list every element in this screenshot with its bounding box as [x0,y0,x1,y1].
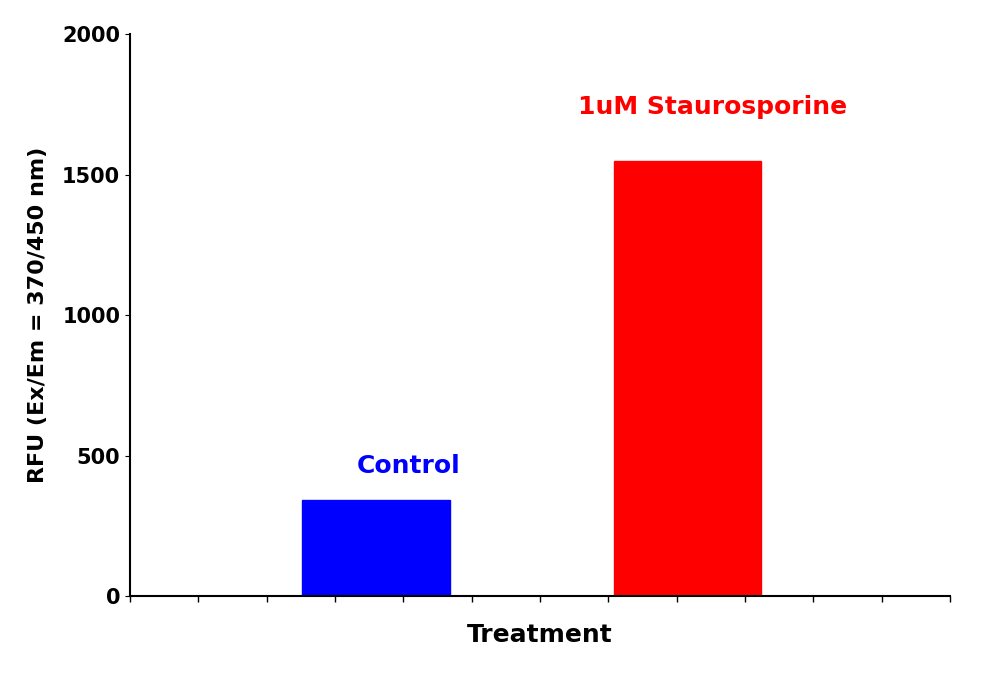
X-axis label: Treatment: Treatment [467,623,613,647]
Text: 1uM Staurosporine: 1uM Staurosporine [578,95,847,119]
Y-axis label: RFU (Ex/Em = 370/450 nm): RFU (Ex/Em = 370/450 nm) [28,147,48,483]
Text: Control: Control [357,454,461,478]
Bar [302,501,450,596]
Bar [614,160,761,596]
